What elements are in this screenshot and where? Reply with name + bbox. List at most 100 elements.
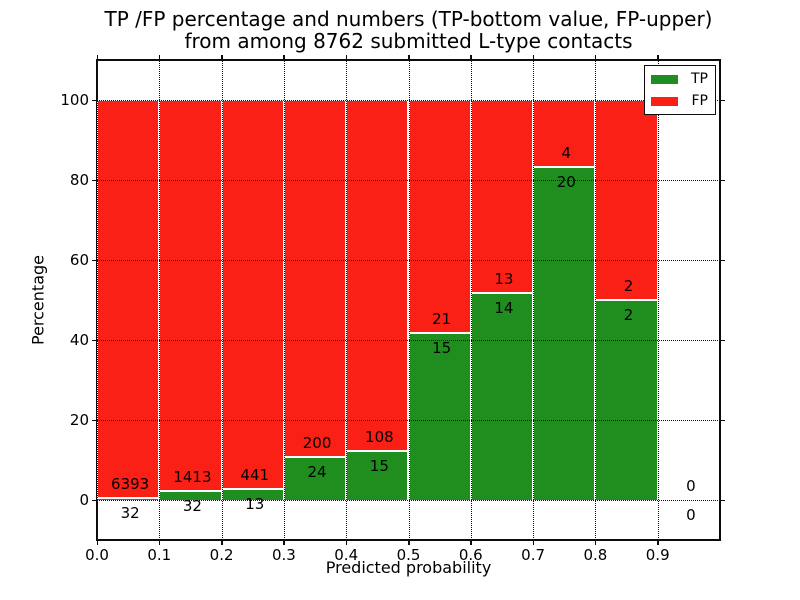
y-tick-label: 60: [69, 251, 89, 269]
fp-count-label: 4: [561, 143, 572, 162]
y-tick-mark-right: [720, 339, 725, 341]
bar-segment-tp: [408, 333, 471, 500]
x-tick-mark-top: [283, 55, 285, 60]
tp-count-label: 20: [556, 172, 576, 191]
fp-count-label: 1413: [173, 468, 212, 487]
chart-title-line2: from among 8762 submitted L-type contact…: [184, 29, 633, 53]
x-tick-mark-top: [470, 55, 472, 60]
x-tick-label: 0.3: [271, 546, 296, 564]
y-tick-mark: [92, 259, 97, 261]
plot-area: 0.0 0.1 0.2 0.3 0.4 0.5 0.6 0.7 0.8 0.9 0 20 40 60 80 1…: [60, 55, 725, 564]
fp-count-label: 13: [494, 269, 514, 288]
x-tick-mark: [470, 540, 472, 545]
y-tick-mark-right: [720, 499, 725, 501]
x-tick-mark: [408, 540, 410, 545]
x-tick-mark-top: [594, 55, 597, 60]
tp-count-label: 15: [369, 457, 389, 476]
legend-label: FP: [691, 93, 709, 109]
y-tick-mark-right: [720, 99, 725, 101]
fp-count-label: 21: [432, 310, 452, 329]
y-tick-mark: [92, 339, 97, 341]
tp-count-label: 2: [623, 306, 634, 324]
fp-count-label: 108: [365, 428, 394, 447]
legend-label: TP: [691, 71, 708, 87]
x-tick-mark: [594, 540, 597, 545]
x-tick-mark: [657, 540, 659, 545]
bar-segment-tp: [283, 457, 347, 500]
bar-segment-fp: [595, 100, 658, 300]
legend-entry: TP: [651, 71, 708, 87]
gridline-vertical: [408, 60, 410, 540]
gridline-horizontal: [97, 340, 720, 341]
bar-segment-tp: [470, 292, 534, 500]
tp-legend-swatch: [651, 74, 678, 84]
x-tick-mark-top: [345, 55, 348, 60]
x-tick-label: 0.1: [147, 546, 172, 564]
y-tick-label: 80: [69, 171, 89, 189]
fp-count-label: 0: [686, 477, 696, 495]
bar-segment-fp: [97, 100, 160, 498]
x-tick-mark: [158, 540, 161, 545]
y-tick-mark-right: [720, 179, 725, 181]
chart-title: TP /FP percentage and numbers (TP-bottom…: [97, 8, 720, 52]
tp-count-label: 15: [432, 339, 452, 358]
y-tick-mark: [92, 419, 97, 421]
fp-legend-swatch: [651, 96, 678, 106]
gridline-vertical: [159, 60, 161, 540]
y-tick-label: 0: [79, 491, 89, 509]
bar-segment-tp: [533, 166, 596, 500]
x-tick-mark-top: [158, 55, 161, 60]
x-tick-label: 0.0: [85, 546, 109, 564]
y-tick-mark-right: [720, 259, 725, 261]
tp-count-label: 14: [494, 298, 514, 317]
gridline-vertical: [595, 60, 597, 540]
y-tick-mark-right: [720, 419, 725, 421]
gridline-vertical: [221, 60, 223, 540]
legend: TP FP: [644, 65, 716, 115]
bar-segment-fp: [470, 100, 534, 293]
bar-segment-fp: [221, 100, 284, 489]
x-tick-mark: [532, 540, 535, 545]
gridline-horizontal: [97, 100, 720, 101]
fp-count-label: 2: [623, 277, 634, 295]
gridline-vertical: [533, 60, 535, 540]
tp-count-label: 13: [245, 494, 265, 513]
gridline-vertical: [283, 60, 285, 540]
tp-count-label: 32: [182, 497, 202, 516]
x-tick-label: 0.7: [521, 546, 546, 564]
gridline-vertical: [657, 60, 659, 540]
tp-count-label: 24: [307, 463, 327, 482]
fp-count-label: 200: [302, 434, 332, 453]
bar-segment-fp: [346, 100, 409, 452]
tp-count-label: 32: [120, 504, 140, 522]
x-tick-label: 0.2: [209, 546, 234, 564]
bar-segment-fp: [408, 100, 471, 334]
gridline-horizontal: [97, 500, 720, 501]
gridline-horizontal: [97, 420, 720, 421]
x-tick-mark: [221, 540, 223, 545]
fp-count-label: 6393: [111, 475, 150, 493]
bar-segment-fp: [159, 100, 222, 492]
x-tick-mark-top: [657, 55, 659, 60]
gridline-vertical: [346, 60, 348, 540]
x-tick-label: 0.6: [458, 546, 483, 564]
gridline-vertical: [97, 60, 98, 540]
bar-segment-fp: [283, 100, 347, 458]
y-tick-label: 20: [69, 411, 89, 429]
y-tick-label: 40: [69, 331, 89, 349]
gridline-horizontal: [97, 260, 720, 261]
fp-count-label: 441: [240, 465, 270, 484]
y-tick-label: 100: [60, 91, 89, 109]
gridline-horizontal: [97, 180, 720, 181]
x-axis-label: Predicted probability: [325, 558, 492, 577]
tp-count-label: 0: [686, 506, 696, 524]
x-tick-label: 0.9: [645, 546, 670, 564]
x-tick-mark-top: [408, 55, 410, 60]
x-tick-mark-top: [532, 55, 535, 60]
x-tick-mark: [345, 540, 348, 545]
x-tick-mark-top: [96, 55, 98, 60]
x-tick-mark: [283, 540, 285, 545]
gridline-vertical: [470, 60, 472, 540]
chart-title-line1: TP /FP percentage and numbers (TP-bottom…: [104, 7, 713, 31]
